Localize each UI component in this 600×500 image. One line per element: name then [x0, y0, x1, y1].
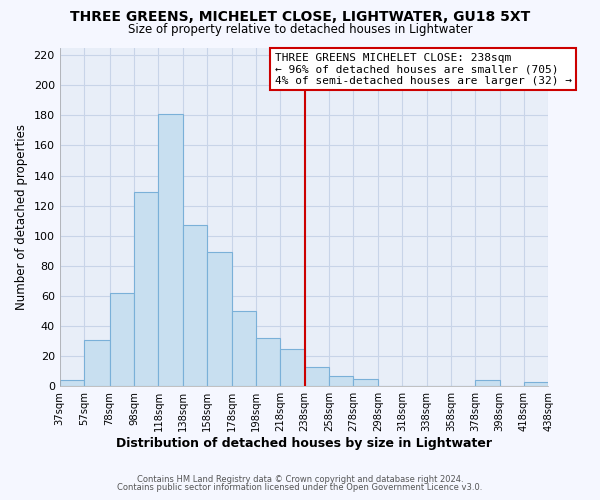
Text: Size of property relative to detached houses in Lightwater: Size of property relative to detached ho… — [128, 22, 472, 36]
Text: Contains HM Land Registry data © Crown copyright and database right 2024.: Contains HM Land Registry data © Crown c… — [137, 475, 463, 484]
Bar — [84, 340, 110, 386]
Text: THREE GREENS, MICHELET CLOSE, LIGHTWATER, GU18 5XT: THREE GREENS, MICHELET CLOSE, LIGHTWATER… — [70, 10, 530, 24]
Bar — [158, 114, 183, 386]
Bar — [280, 348, 305, 387]
Bar — [524, 382, 548, 386]
Bar — [134, 192, 158, 386]
Bar — [207, 252, 232, 386]
Bar — [305, 367, 329, 386]
X-axis label: Distribution of detached houses by size in Lightwater: Distribution of detached houses by size … — [116, 437, 492, 450]
Bar — [475, 380, 500, 386]
Bar — [329, 376, 353, 386]
Text: Contains public sector information licensed under the Open Government Licence v3: Contains public sector information licen… — [118, 484, 482, 492]
Bar — [59, 380, 84, 386]
Bar — [110, 293, 134, 386]
Y-axis label: Number of detached properties: Number of detached properties — [15, 124, 28, 310]
Bar — [232, 311, 256, 386]
Bar — [183, 225, 207, 386]
Bar — [353, 379, 378, 386]
Bar — [256, 338, 280, 386]
Text: THREE GREENS MICHELET CLOSE: 238sqm
← 96% of detached houses are smaller (705)
4: THREE GREENS MICHELET CLOSE: 238sqm ← 96… — [275, 52, 572, 86]
